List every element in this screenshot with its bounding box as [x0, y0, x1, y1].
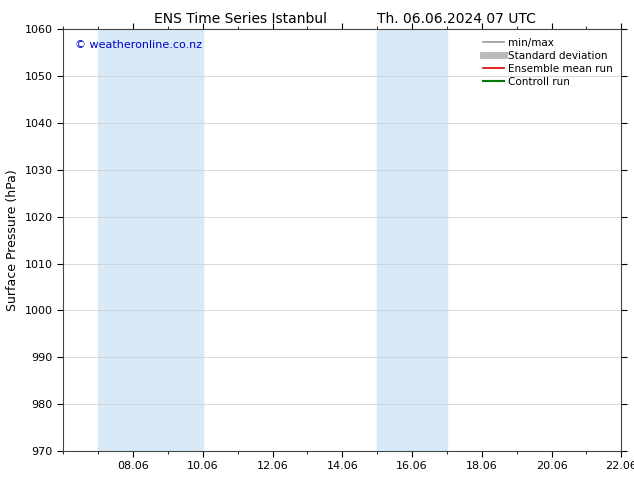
Y-axis label: Surface Pressure (hPa): Surface Pressure (hPa)	[6, 169, 19, 311]
Bar	[98, 29, 203, 451]
Text: Th. 06.06.2024 07 UTC: Th. 06.06.2024 07 UTC	[377, 12, 536, 26]
Bar	[377, 29, 447, 451]
Text: ENS Time Series Istanbul: ENS Time Series Istanbul	[155, 12, 327, 26]
Legend: min/max, Standard deviation, Ensemble mean run, Controll run: min/max, Standard deviation, Ensemble me…	[480, 35, 616, 90]
Text: © weatheronline.co.nz: © weatheronline.co.nz	[75, 40, 202, 50]
